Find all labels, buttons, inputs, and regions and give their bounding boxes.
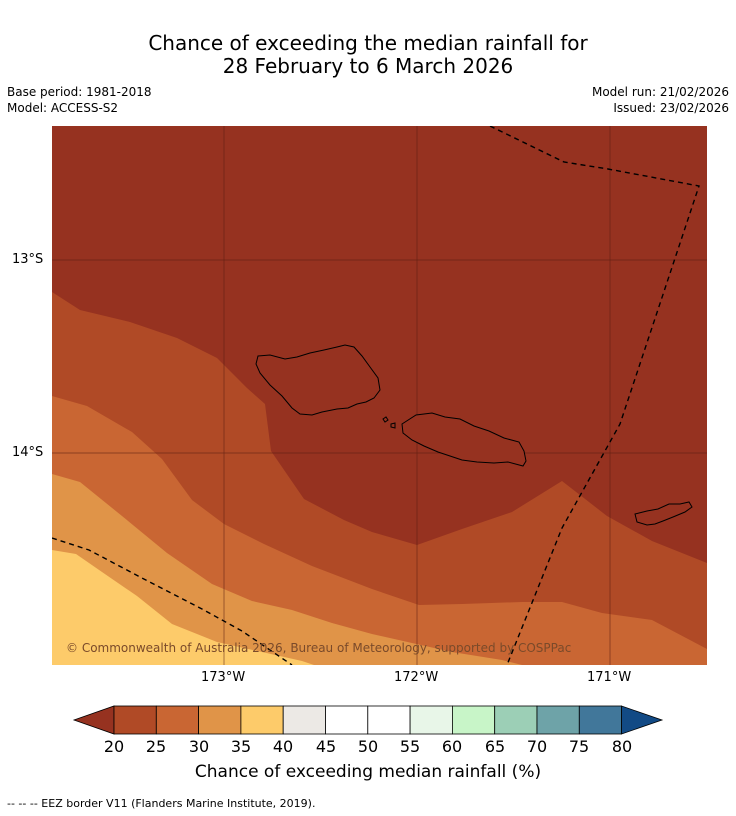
issued-date: Issued: 23/02/2026	[613, 101, 729, 115]
region-30-35	[52, 474, 522, 665]
map-title-line2: 28 February to 6 March 2026	[222, 54, 514, 78]
colorbar-segment-60-65	[451, 705, 496, 735]
lat-label-14s: 14°S	[12, 445, 44, 460]
colorbar-segment-20-25	[113, 705, 157, 735]
copyright-notice: © Commonwealth of Australia 2026, Bureau…	[66, 641, 572, 655]
lat-label-13s: 13°S	[12, 252, 44, 267]
region-35-40	[52, 550, 314, 665]
lon-label-173w: 173°W	[201, 670, 246, 685]
island-savaii	[255, 344, 381, 416]
colorbar-label-60: 60	[441, 737, 463, 756]
colorbar-segment-55-60	[409, 705, 453, 735]
colorbar-label-40: 40	[272, 737, 294, 756]
colorbar	[72, 705, 664, 735]
colorbar-title: Chance of exceeding median rainfall (%)	[194, 762, 542, 782]
colorbar-segment-70-75	[536, 705, 580, 735]
colorbar-segment-45-50	[325, 705, 369, 735]
lon-label-171w: 171°W	[587, 670, 632, 685]
island-apolima	[390, 422, 396, 429]
base-period: Base period: 1981-2018	[7, 85, 152, 99]
island-tutuila	[634, 501, 693, 526]
island-manono	[382, 416, 389, 423]
colorbar-label-55: 55	[399, 737, 421, 756]
colorbar-segment-75-80	[578, 705, 622, 735]
colorbar-label-70: 70	[526, 737, 548, 756]
colorbar-upper-extend	[621, 705, 664, 735]
model-run: Model run: 21/02/2026	[591, 85, 729, 99]
eez-footnote: -- -- -- EEZ border V11 (Flanders Marine…	[7, 797, 316, 810]
map-graticule	[52, 126, 707, 665]
rainfall-map	[52, 126, 707, 665]
colorbar-segment-65-70	[494, 705, 538, 735]
model-name: Model: ACCESS-S2	[7, 101, 119, 115]
colorbar-label-75: 75	[568, 737, 590, 756]
colorbar-label-30: 30	[188, 737, 210, 756]
colorbar-label-35: 35	[230, 737, 252, 756]
colorbar-label-50: 50	[357, 737, 379, 756]
colorbar-segment-50-55	[367, 705, 411, 735]
colorbar-label-65: 65	[484, 737, 506, 756]
colorbar-segment-25-30	[155, 705, 200, 735]
colorbar-label-20: 20	[103, 737, 125, 756]
colorbar-label-45: 45	[315, 737, 337, 756]
map-title-line1: Chance of exceeding the median rainfall …	[148, 31, 588, 55]
island-outlines	[255, 344, 693, 526]
eez-border-line	[489, 126, 700, 665]
colorbar-label-25: 25	[145, 737, 167, 756]
colorbar-segment-40-45	[282, 705, 326, 735]
island-upolu	[401, 412, 527, 467]
colorbar-segment-35-40	[240, 705, 284, 735]
colorbar-lower-extend	[72, 705, 115, 735]
colorbar-label-80: 80	[611, 737, 633, 756]
lon-label-172w: 172°W	[394, 670, 439, 685]
colorbar-segment-30-35	[198, 705, 242, 735]
